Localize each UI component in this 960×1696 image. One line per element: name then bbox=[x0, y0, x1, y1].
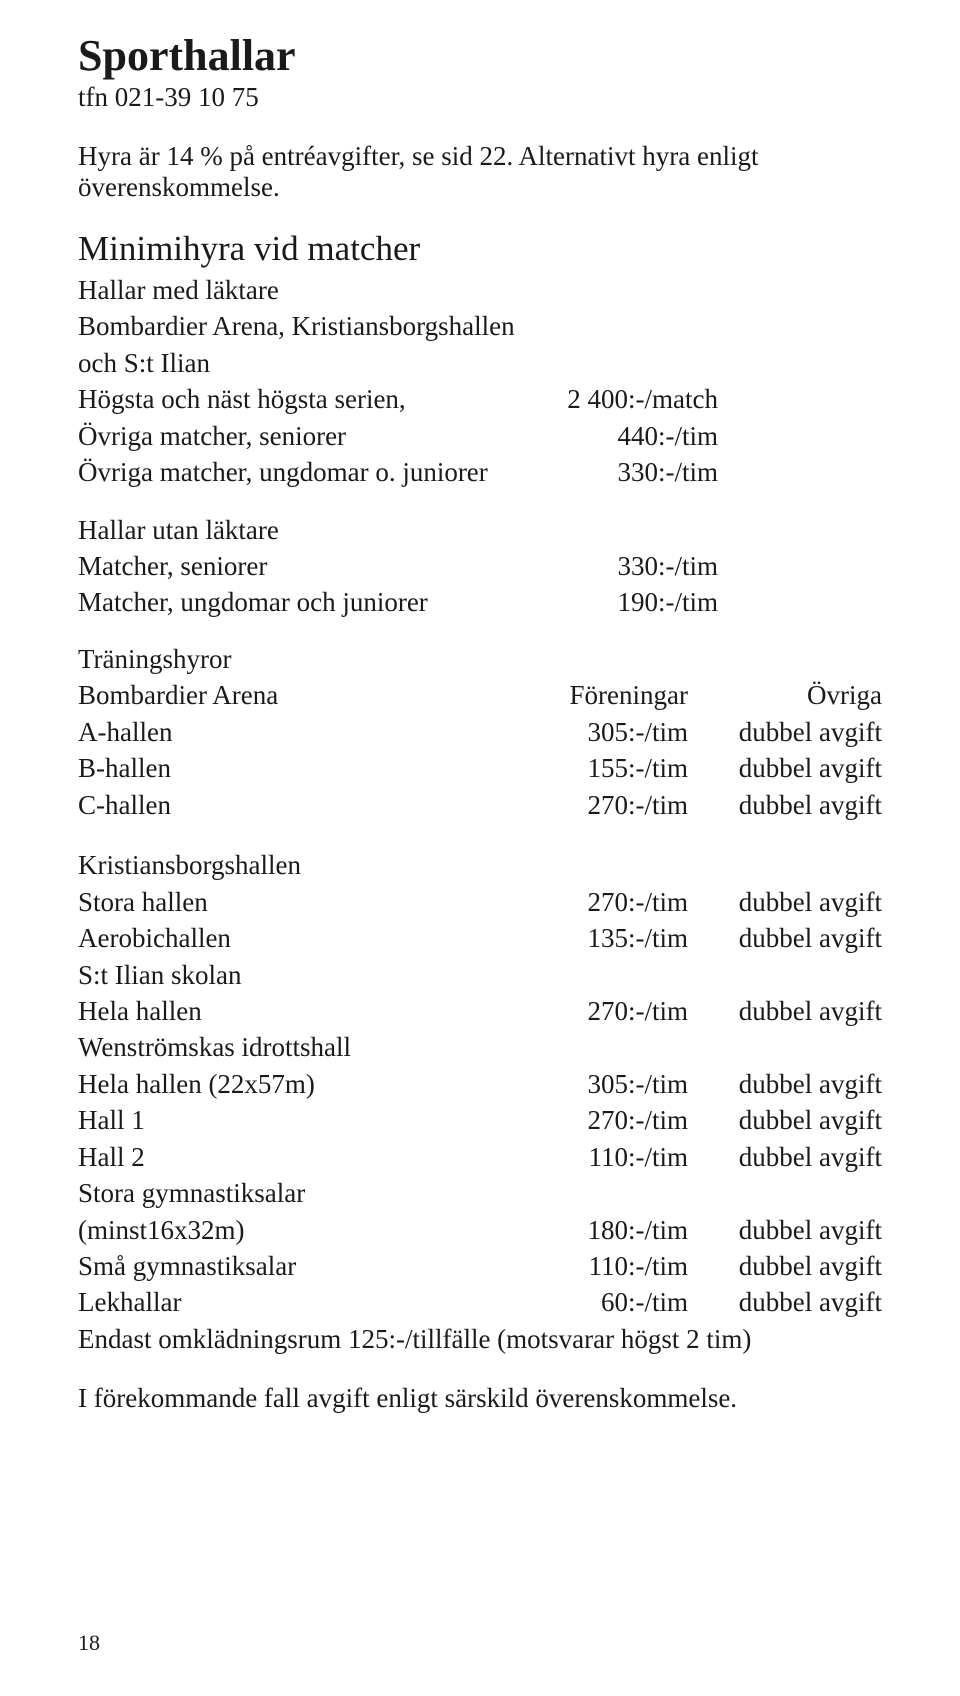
training-price: 270:-/tim bbox=[478, 884, 688, 920]
group-title: Stora gymnastiksalar bbox=[78, 1175, 882, 1211]
price-row: Högsta och näst högsta serien, 2 400:-/m… bbox=[78, 381, 882, 417]
group-title-text: Wenströmskas idrottshall bbox=[78, 1029, 478, 1065]
row-value: 330:-/tim bbox=[518, 454, 758, 490]
training-label: Hall 2 bbox=[78, 1139, 478, 1175]
training-note: dubbel avgift bbox=[688, 1284, 882, 1320]
training-label: Hela hallen (22x57m) bbox=[78, 1066, 478, 1102]
row-label: Övriga matcher, seniorer bbox=[78, 418, 518, 454]
training-label: Små gymnastiksalar bbox=[78, 1248, 478, 1284]
training-extra: Endast omklädningsrum 125:-/tillfälle (m… bbox=[78, 1321, 882, 1357]
header-c2: Föreningar bbox=[478, 677, 688, 713]
training-note: dubbel avgift bbox=[688, 1066, 882, 1102]
phone-line: tfn 021-39 10 75 bbox=[78, 82, 882, 113]
group-title: S:t Ilian skolan bbox=[78, 957, 882, 993]
hallar-utan-laktare-title: Hallar utan läktare bbox=[78, 515, 882, 546]
price-row: Övriga matcher, ungdomar o. juniorer 330… bbox=[78, 454, 882, 490]
training-note: dubbel avgift bbox=[688, 714, 882, 750]
training-row: Små gymnastiksalar110:-/timdubbel avgift bbox=[78, 1248, 882, 1284]
training-label: Lekhallar bbox=[78, 1284, 478, 1320]
section1-subtitle: Bombardier Arena, Kristiansborgshallen o… bbox=[78, 308, 518, 381]
training-note: dubbel avgift bbox=[688, 787, 882, 823]
training-row: Stora hallen270:-/timdubbel avgift bbox=[78, 884, 882, 920]
training-price: 135:-/tim bbox=[478, 920, 688, 956]
row-label: Matcher, seniorer bbox=[78, 548, 518, 584]
page-number: 18 bbox=[78, 1630, 100, 1656]
training-price: 305:-/tim bbox=[478, 714, 688, 750]
training-price: 60:-/tim bbox=[478, 1284, 688, 1320]
row-value: 440:-/tim bbox=[518, 418, 758, 454]
training-price: 270:-/tim bbox=[478, 787, 688, 823]
training-row: Aerobichallen135:-/timdubbel avgift bbox=[78, 920, 882, 956]
training-label: B-hallen bbox=[78, 750, 478, 786]
training-label: Hall 1 bbox=[78, 1102, 478, 1138]
training-row: A-hallen305:-/timdubbel avgift bbox=[78, 714, 882, 750]
training-heading: Träningshyror bbox=[78, 644, 882, 675]
hallar-med-laktare-title: Hallar med läktare bbox=[78, 275, 882, 306]
row-label: Övriga matcher, ungdomar o. juniorer bbox=[78, 454, 518, 490]
row-label: Högsta och näst högsta serien, bbox=[78, 381, 518, 417]
training-note: dubbel avgift bbox=[688, 884, 882, 920]
training-note: dubbel avgift bbox=[688, 750, 882, 786]
price-row: Övriga matcher, seniorer 440:-/tim bbox=[78, 418, 882, 454]
group-title-text: S:t Ilian skolan bbox=[78, 957, 478, 993]
training-row: Hela hallen (22x57m)305:-/timdubbel avgi… bbox=[78, 1066, 882, 1102]
training-price: 110:-/tim bbox=[478, 1248, 688, 1284]
group-title-text: Kristiansborgshallen bbox=[78, 847, 478, 883]
price-row: Matcher, ungdomar och juniorer 190:-/tim bbox=[78, 584, 882, 620]
training-note: dubbel avgift bbox=[688, 1212, 882, 1248]
training-note: dubbel avgift bbox=[688, 1139, 882, 1175]
training-note: dubbel avgift bbox=[688, 1248, 882, 1284]
training-row: B-hallen155:-/timdubbel avgift bbox=[78, 750, 882, 786]
training-row: Hela hallen270:-/timdubbel avgift bbox=[78, 993, 882, 1029]
row-label: Matcher, ungdomar och juniorer bbox=[78, 584, 518, 620]
training-note: dubbel avgift bbox=[688, 920, 882, 956]
training-label: (minst16x32m) bbox=[78, 1212, 478, 1248]
footer-text: I förekommande fall avgift enligt särski… bbox=[78, 1383, 882, 1414]
page-title: Sporthallar bbox=[78, 32, 882, 80]
row-value: 330:-/tim bbox=[518, 548, 758, 584]
training-row: Hall 2110:-/timdubbel avgift bbox=[78, 1139, 882, 1175]
training-price: 110:-/tim bbox=[478, 1139, 688, 1175]
training-price: 155:-/tim bbox=[478, 750, 688, 786]
training-price: 305:-/tim bbox=[478, 1066, 688, 1102]
intro-text: Hyra är 14 % på entréavgifter, se sid 22… bbox=[78, 141, 882, 203]
training-row: Lekhallar60:-/timdubbel avgift bbox=[78, 1284, 882, 1320]
price-row: Matcher, seniorer 330:-/tim bbox=[78, 548, 882, 584]
row-value: 2 400:-/match bbox=[518, 381, 758, 417]
header-c1: Bombardier Arena bbox=[78, 677, 478, 713]
training-row: Hall 1270:-/timdubbel avgift bbox=[78, 1102, 882, 1138]
training-label: Hela hallen bbox=[78, 993, 478, 1029]
training-row: (minst16x32m)180:-/timdubbel avgift bbox=[78, 1212, 882, 1248]
training-note: dubbel avgift bbox=[688, 1102, 882, 1138]
training-label: C-hallen bbox=[78, 787, 478, 823]
group-title: Wenströmskas idrottshall bbox=[78, 1029, 882, 1065]
training-note: dubbel avgift bbox=[688, 993, 882, 1029]
header-c3: Övriga bbox=[688, 677, 882, 713]
training-row: C-hallen270:-/timdubbel avgift bbox=[78, 787, 882, 823]
training-header-row: Bombardier Arena Föreningar Övriga bbox=[78, 677, 882, 713]
training-label: Aerobichallen bbox=[78, 920, 478, 956]
group-title: Kristiansborgshallen bbox=[78, 847, 882, 883]
training-price: 180:-/tim bbox=[478, 1212, 688, 1248]
training-label: Stora hallen bbox=[78, 884, 478, 920]
group-title-text: Stora gymnastiksalar bbox=[78, 1175, 478, 1211]
row-value: 190:-/tim bbox=[518, 584, 758, 620]
minimihyra-heading: Minimihyra vid matcher bbox=[78, 229, 882, 269]
training-price: 270:-/tim bbox=[478, 993, 688, 1029]
training-label: A-hallen bbox=[78, 714, 478, 750]
training-price: 270:-/tim bbox=[478, 1102, 688, 1138]
